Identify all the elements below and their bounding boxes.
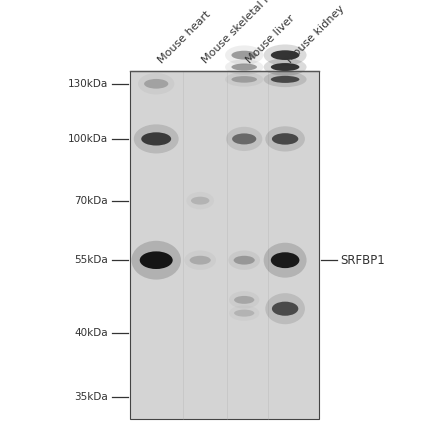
Ellipse shape [271,50,300,60]
Ellipse shape [265,126,305,152]
Ellipse shape [234,256,255,265]
Ellipse shape [134,124,179,153]
Ellipse shape [272,302,298,316]
Ellipse shape [234,310,254,317]
Ellipse shape [187,192,214,209]
Text: 40kDa: 40kDa [74,328,108,338]
Text: 55kDa: 55kDa [74,255,108,265]
Text: SRFBP1: SRFBP1 [340,254,385,267]
Ellipse shape [264,243,307,278]
Text: Mouse skeletal muscle: Mouse skeletal muscle [200,0,297,65]
Text: 35kDa: 35kDa [74,392,108,402]
Ellipse shape [271,76,300,83]
Ellipse shape [225,45,263,65]
Ellipse shape [272,133,298,145]
Text: 100kDa: 100kDa [68,134,108,144]
Ellipse shape [132,241,181,280]
Ellipse shape [231,76,257,83]
Ellipse shape [190,256,211,265]
Ellipse shape [184,250,216,270]
Ellipse shape [225,59,263,75]
Bar [130,71,319,419]
Ellipse shape [232,133,257,144]
Ellipse shape [264,45,307,66]
Ellipse shape [226,127,262,151]
Ellipse shape [271,252,300,268]
Ellipse shape [228,250,260,270]
Text: Mouse kidney: Mouse kidney [285,4,347,65]
Ellipse shape [264,71,307,87]
Ellipse shape [231,64,257,71]
Ellipse shape [138,73,174,94]
Ellipse shape [144,79,168,89]
Ellipse shape [229,291,260,309]
Text: Mouse liver: Mouse liver [244,13,297,65]
Ellipse shape [229,305,260,321]
Text: Mouse heart: Mouse heart [156,9,213,65]
Ellipse shape [234,296,254,304]
Text: 70kDa: 70kDa [74,196,108,206]
Ellipse shape [191,197,209,205]
Ellipse shape [271,63,300,71]
Ellipse shape [141,132,171,146]
Ellipse shape [265,293,305,324]
Ellipse shape [231,51,257,60]
Ellipse shape [225,72,263,86]
Ellipse shape [140,251,172,269]
Ellipse shape [264,58,307,76]
Text: 130kDa: 130kDa [68,79,108,89]
